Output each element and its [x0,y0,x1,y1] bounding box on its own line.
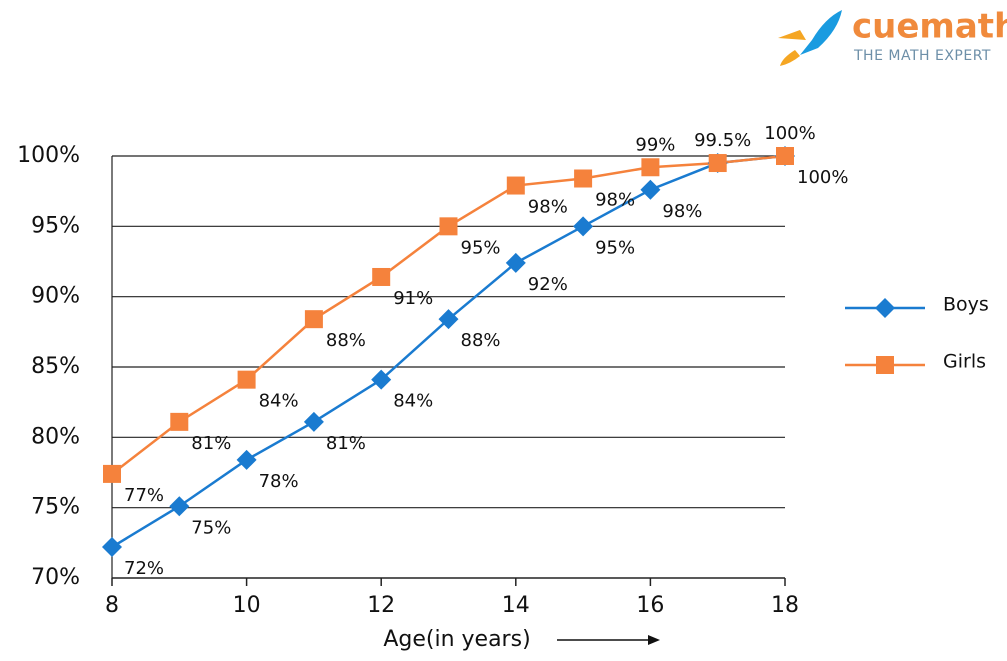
data-label: 98% [595,190,635,211]
y-tick-label: 95% [31,213,80,238]
data-point [371,369,392,390]
x-axis-title: Age(in years) [383,627,530,652]
logo-rocket-fin [778,30,806,40]
data-label: 77% [124,485,164,506]
y-tick-label: 70% [31,565,80,590]
data-point [641,158,660,177]
data-point [303,411,324,432]
data-label: 95% [595,237,635,258]
data-point [574,169,593,188]
data-point [304,310,323,329]
x-tick-label: 8 [105,593,119,618]
legend-marker [875,298,895,318]
x-tick-label: 12 [367,593,395,618]
y-tick-label: 80% [31,424,80,449]
data-label: 84% [259,391,299,412]
data-point [573,216,594,237]
axis-arrowhead [648,635,660,645]
y-tick-label: 100% [17,143,80,168]
y-tick-label: 75% [31,495,80,520]
logo-name: cuemath [852,7,1007,47]
data-label: 81% [191,433,231,454]
x-tick-label: 14 [502,593,530,618]
data-label: 84% [393,391,433,412]
y-tick-label: 85% [31,354,80,379]
data-point [236,449,257,470]
data-label: 72% [124,558,164,579]
data-label: 88% [461,330,501,351]
x-tick-label: 18 [771,593,799,618]
data-point [640,179,661,200]
legend-label: Girls [943,351,986,373]
data-label: 81% [326,433,366,454]
data-point [506,176,525,195]
data-label: 99.5% [694,130,751,151]
y-tick-label: 90% [31,284,80,309]
x-tick-label: 10 [233,593,261,618]
data-label: 100% [797,167,848,188]
data-point [372,267,391,286]
data-point [708,154,727,173]
data-label: 75% [191,517,231,538]
data-label: 88% [326,330,366,351]
data-point [438,309,459,330]
logo-tagline: THE MATH EXPERT [853,48,991,64]
data-point [102,537,122,558]
data-label: 91% [393,288,433,309]
data-label: 92% [528,274,568,295]
data-point [103,464,121,483]
legend-marker [876,356,894,374]
logo-rocket [800,10,842,55]
legend-label: Boys [943,294,989,316]
logo-flame [780,50,800,66]
data-label: 99% [635,134,675,155]
data-label: 100% [764,123,815,144]
x-tick-label: 16 [636,593,664,618]
data-label: 98% [662,201,702,222]
data-label: 95% [461,237,501,258]
logo: cuemath THE MATH EXPERT [778,7,1007,66]
data-point [439,217,458,236]
data-point [237,370,256,389]
data-point [505,252,526,273]
data-point [169,496,190,517]
data-point [776,147,794,165]
data-label: 78% [259,471,299,492]
data-point [170,412,189,431]
data-label: 98% [528,197,568,218]
